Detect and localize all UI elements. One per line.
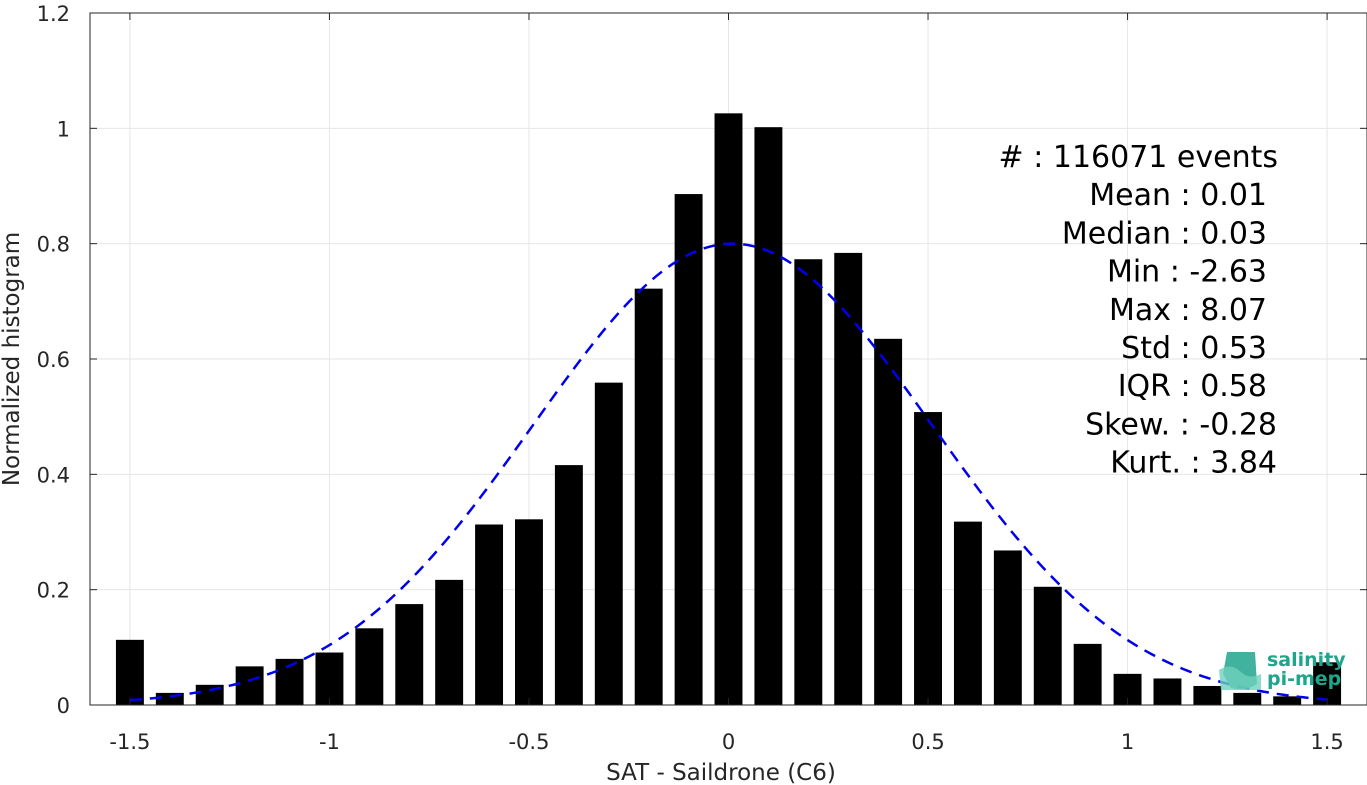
histogram-bar xyxy=(1233,692,1262,705)
salinity-pimep-logo: salinity pi-mep xyxy=(1219,649,1346,690)
histogram-bar xyxy=(914,412,942,705)
histogram-bar xyxy=(395,604,424,705)
histogram-bar xyxy=(953,521,982,705)
histogram-bar xyxy=(1193,685,1222,705)
stat-line: Median : 0.03 xyxy=(1062,216,1267,251)
y-axis-ticks: 0 0.2 0.4 0.6 0.8 1 1.2 xyxy=(37,2,1367,718)
logo-wave-mark-2 xyxy=(1219,666,1261,690)
gaussian-fit-curve xyxy=(129,242,1328,702)
x-tick-label: 0 xyxy=(722,730,735,754)
y-tick-label: 0 xyxy=(57,694,70,718)
x-tick-label: 1 xyxy=(1121,730,1134,754)
stat-line: # : 116071 events xyxy=(999,140,1278,175)
y-tick-label: 0.6 xyxy=(37,348,70,372)
histogram-bar xyxy=(794,259,823,705)
histogram-bar xyxy=(834,252,863,706)
x-tick-label: -1.5 xyxy=(109,730,150,754)
y-tick-label: 1.2 xyxy=(37,2,70,26)
histogram-bar xyxy=(355,628,384,705)
x-tick-label: 0.5 xyxy=(911,730,944,754)
histogram-bar xyxy=(1153,678,1182,705)
histogram-bar xyxy=(634,288,663,705)
histogram-bar xyxy=(674,194,703,705)
histogram-bars xyxy=(115,113,1342,706)
histogram-bar xyxy=(435,579,464,705)
y-tick-label: 0.4 xyxy=(37,463,70,487)
logo-line1: salinity xyxy=(1267,649,1346,671)
histogram-bar xyxy=(714,113,743,706)
histogram-bar xyxy=(115,639,144,705)
histogram-bar xyxy=(515,519,543,705)
stat-line: Max : 8.07 xyxy=(1109,293,1267,328)
stat-line: Min : -2.63 xyxy=(1107,255,1267,290)
histogram-bar xyxy=(1033,586,1062,705)
x-axis-label: SAT - Saildrone (C6) xyxy=(606,760,836,785)
stat-line: Skew. : -0.28 xyxy=(1085,407,1277,442)
x-tick-label: -0.5 xyxy=(508,730,549,754)
histogram-bar xyxy=(475,524,504,705)
x-tick-label: -1 xyxy=(319,730,340,754)
y-tick-label: 1 xyxy=(57,117,70,141)
histogram-bar xyxy=(594,382,623,705)
histogram-bar xyxy=(754,127,783,706)
histogram-bar xyxy=(315,652,344,705)
histogram-bar xyxy=(1273,696,1302,705)
stat-line: Mean : 0.01 xyxy=(1089,178,1267,213)
x-tick-label: 1.5 xyxy=(1310,730,1343,754)
stat-line: IQR : 0.58 xyxy=(1118,369,1267,404)
histogram-bar xyxy=(874,338,903,705)
logo-line2: pi-mep xyxy=(1267,668,1341,690)
x-axis-ticks: -1.5 -1 -0.5 0 0.5 1 1.5 xyxy=(109,13,1344,754)
histogram-bar xyxy=(993,550,1022,705)
stat-line: Kurt. : 3.84 xyxy=(1110,446,1277,481)
y-axis-label: Normalized histogram xyxy=(0,232,25,486)
stat-line: Std : 0.53 xyxy=(1121,331,1267,366)
y-tick-label: 0.2 xyxy=(37,579,70,603)
histogram-bar xyxy=(235,666,264,705)
y-tick-label: 0.8 xyxy=(37,233,70,257)
histogram-bar xyxy=(1073,643,1102,705)
histogram-bar xyxy=(554,465,583,705)
